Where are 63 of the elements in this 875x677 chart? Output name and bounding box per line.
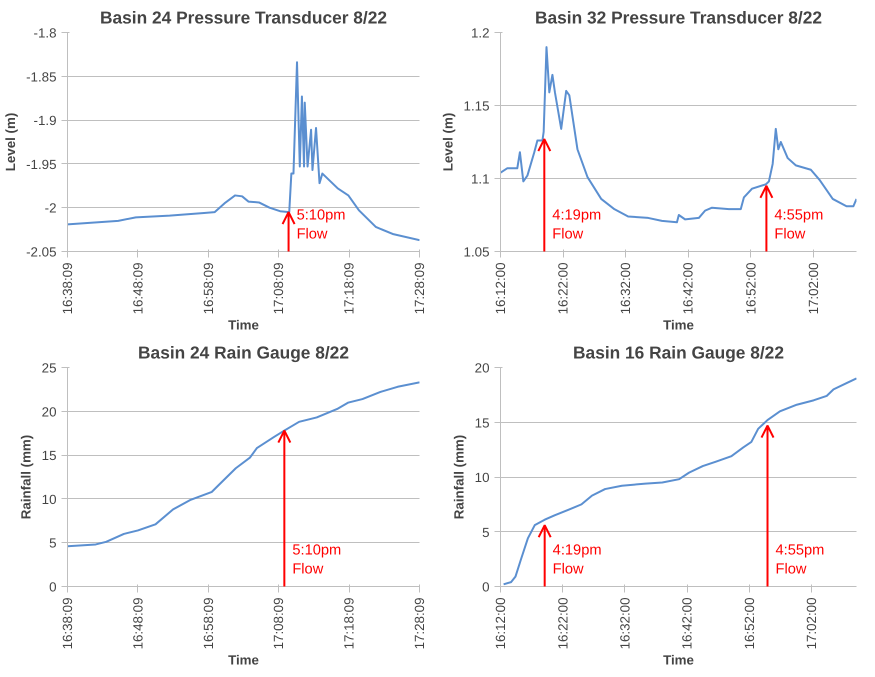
x-tick-label: 17:28:09: [412, 262, 427, 314]
annotation: 4:19pm Flow: [552, 542, 602, 578]
x-tick-label: 17:18:09: [342, 262, 357, 314]
x-axis-title: Time: [663, 652, 694, 668]
x-tick-label: 16:52:00: [742, 597, 757, 650]
y-axis-title: Level (m): [3, 112, 18, 172]
x-axis-title: Time: [663, 317, 694, 332]
annotation: 4:55pm Flow: [774, 208, 824, 243]
x-tick-label: 16:52:00: [743, 262, 758, 314]
chart-title: Basin 16 Rain Gauge 8/22: [573, 342, 784, 362]
y-tick-label: 1.2: [470, 26, 490, 40]
x-tick-label: 16:42:00: [680, 262, 696, 314]
x-tick-label: 17:18:09: [342, 597, 357, 650]
x-tick-label: 16:32:00: [618, 262, 634, 314]
annotation: 5:10pm Flow: [292, 542, 342, 578]
y-tick-label: 0: [49, 580, 57, 594]
y-tick-label: 20: [474, 360, 490, 376]
x-tick-label: 17:28:09: [412, 597, 427, 650]
y-tick-label: -2: [44, 200, 57, 216]
y-tick-label: 1.05: [464, 244, 490, 260]
y-tick-label: 15: [42, 448, 57, 464]
x-tick-label: 16:22:00: [555, 597, 570, 650]
y-tick-label: 20: [42, 404, 57, 420]
x-tick-label: 16:12:00: [493, 262, 508, 314]
y-tick-label: -1.8: [34, 26, 56, 40]
y-axis-title: Rainfall (mm): [18, 434, 34, 520]
x-tick-label: 16:12:00: [493, 597, 508, 650]
x-tick-label: 16:58:09: [200, 262, 216, 314]
annotation: 4:55pm Flow: [776, 542, 824, 578]
y-tick-label: 25: [42, 360, 57, 376]
x-tick-label: 16:42:00: [680, 597, 695, 650]
y-tick-label: 5: [49, 536, 57, 551]
x-tick-label: 16:48:09: [130, 262, 146, 314]
x-axis-title: Time: [228, 652, 259, 668]
y-axis-title: Rainfall (mm): [452, 434, 467, 520]
x-tick-label: 17:08:09: [271, 262, 286, 314]
x-tick-label: 16:32:00: [617, 597, 632, 650]
y-tick-label: 5: [482, 524, 490, 540]
y-tick-label: -1.9: [34, 113, 56, 128]
x-tick-label: 16:48:09: [130, 597, 146, 650]
y-tick-label: 0: [482, 580, 490, 594]
x-tick-label: 16:38:09: [60, 262, 75, 314]
chart-title: Basin 32 Pressure Transducer 8/22: [534, 8, 822, 28]
x-tick-label: 17:02:00: [806, 262, 821, 314]
x-tick-label: 16:38:09: [60, 597, 75, 650]
x-tick-label: 17:08:09: [271, 597, 286, 650]
y-tick-label: 1.15: [464, 98, 490, 114]
x-tick-label: 17:02:00: [804, 597, 820, 650]
y-tick-label: -1.95: [26, 156, 57, 172]
y-tick-label: -1.85: [26, 69, 57, 84]
x-axis-title: Time: [228, 317, 259, 332]
y-tick-label: 1.1: [470, 172, 490, 186]
annotation: 4:19pm Flow: [552, 208, 602, 243]
chart-title: Basin 24 Rain Gauge 8/22: [138, 342, 349, 362]
annotation: 5:10pm Flow: [296, 208, 346, 243]
y-tick-label: 10: [42, 492, 57, 507]
y-tick-label: 15: [474, 415, 490, 430]
y-tick-label: 10: [474, 470, 490, 485]
x-tick-label: 16:22:00: [556, 262, 571, 314]
y-tick-label: -2.05: [26, 244, 57, 260]
x-tick-label: 16:58:09: [200, 597, 216, 650]
chart-title: Basin 24 Pressure Transducer 8/22: [100, 8, 388, 28]
y-axis-title: Level (m): [440, 112, 456, 172]
